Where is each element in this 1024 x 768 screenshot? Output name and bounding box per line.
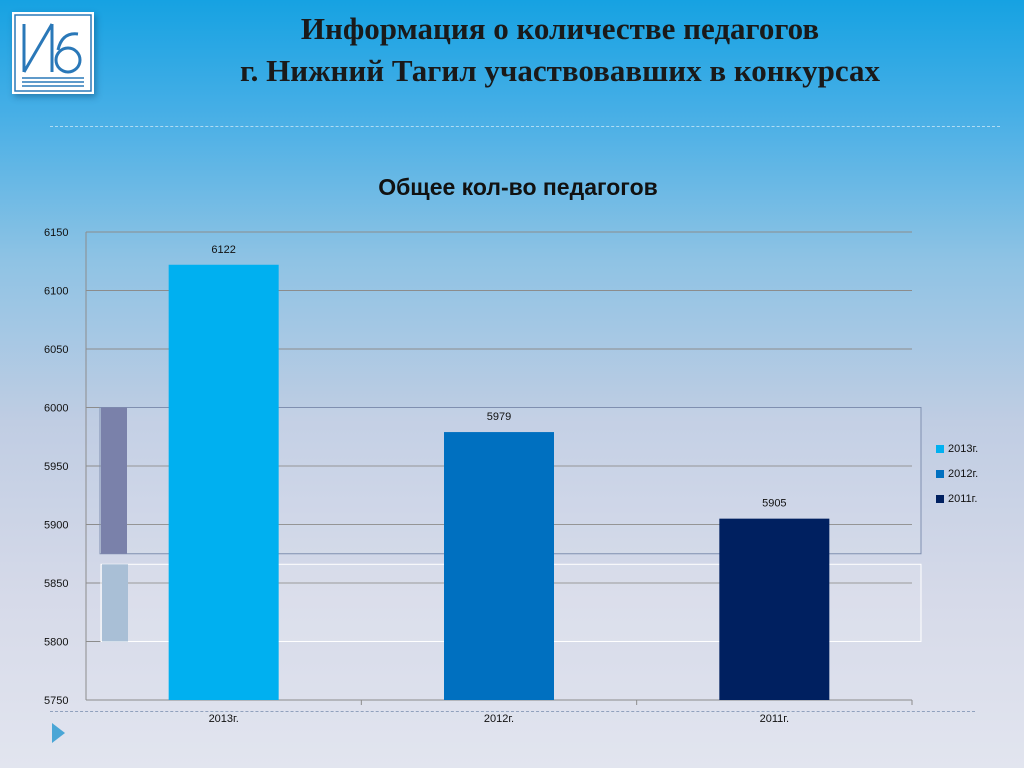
data-label-2013г.: 6122 (211, 244, 235, 256)
legend-label-2012: 2012г. (948, 467, 979, 480)
legend-item-2011: 2011г. (936, 486, 978, 511)
y-tick-label-6000: 6000 (44, 403, 68, 415)
y-tick-label-5850: 5850 (44, 578, 68, 590)
chart-legend: 2013г. 2012г. 2011г. (936, 436, 978, 511)
y-tick-label-5900: 5900 (44, 520, 68, 532)
overlay-strip-lower (102, 564, 128, 642)
legend-swatch-2011 (936, 494, 944, 503)
bar-2012г. (444, 432, 554, 700)
title-divider (50, 126, 1000, 127)
legend-swatch-2013 (936, 444, 944, 453)
y-tick-label-5950: 5950 (44, 461, 68, 473)
y-tick-label-6050: 6050 (44, 344, 68, 356)
data-label-2012г.: 5979 (487, 411, 511, 423)
next-slide-arrow-icon[interactable] (52, 723, 65, 743)
y-tick-label-5800: 5800 (44, 637, 68, 649)
legend-item-2013: 2013г. (936, 436, 978, 461)
slide-title: Информация о количестве педагогов г. Ниж… (110, 8, 1010, 92)
bar-2013г. (168, 264, 279, 700)
bar-2011г. (719, 518, 830, 700)
legend-label-2013: 2013г. (948, 442, 979, 455)
legend-label-2011: 2011г. (948, 492, 978, 505)
overlay-strip-upper (101, 407, 127, 554)
slide-title-line-1: Информация о количестве педагогов (300, 11, 820, 46)
slide-title-line-2: г. Нижний Тагил участвовавших в конкурса… (240, 53, 880, 88)
x-tick-label-2013г.: 2013г. (209, 713, 239, 725)
legend-item-2012: 2012г. (936, 461, 978, 486)
y-tick-label-6100: 6100 (44, 286, 68, 298)
ido-logo-icon (12, 12, 94, 94)
x-tick-label-2012г.: 2012г. (484, 713, 514, 725)
y-tick-label-5750: 5750 (44, 695, 68, 707)
chart-title: Общее кол-во педагогов (378, 174, 658, 200)
y-tick-label-6150: 6150 (44, 227, 68, 239)
footer-divider (50, 711, 975, 712)
legend-swatch-2012 (936, 469, 944, 478)
x-tick-label-2011г.: 2011г. (760, 713, 789, 725)
data-label-2011г.: 5905 (762, 498, 786, 510)
